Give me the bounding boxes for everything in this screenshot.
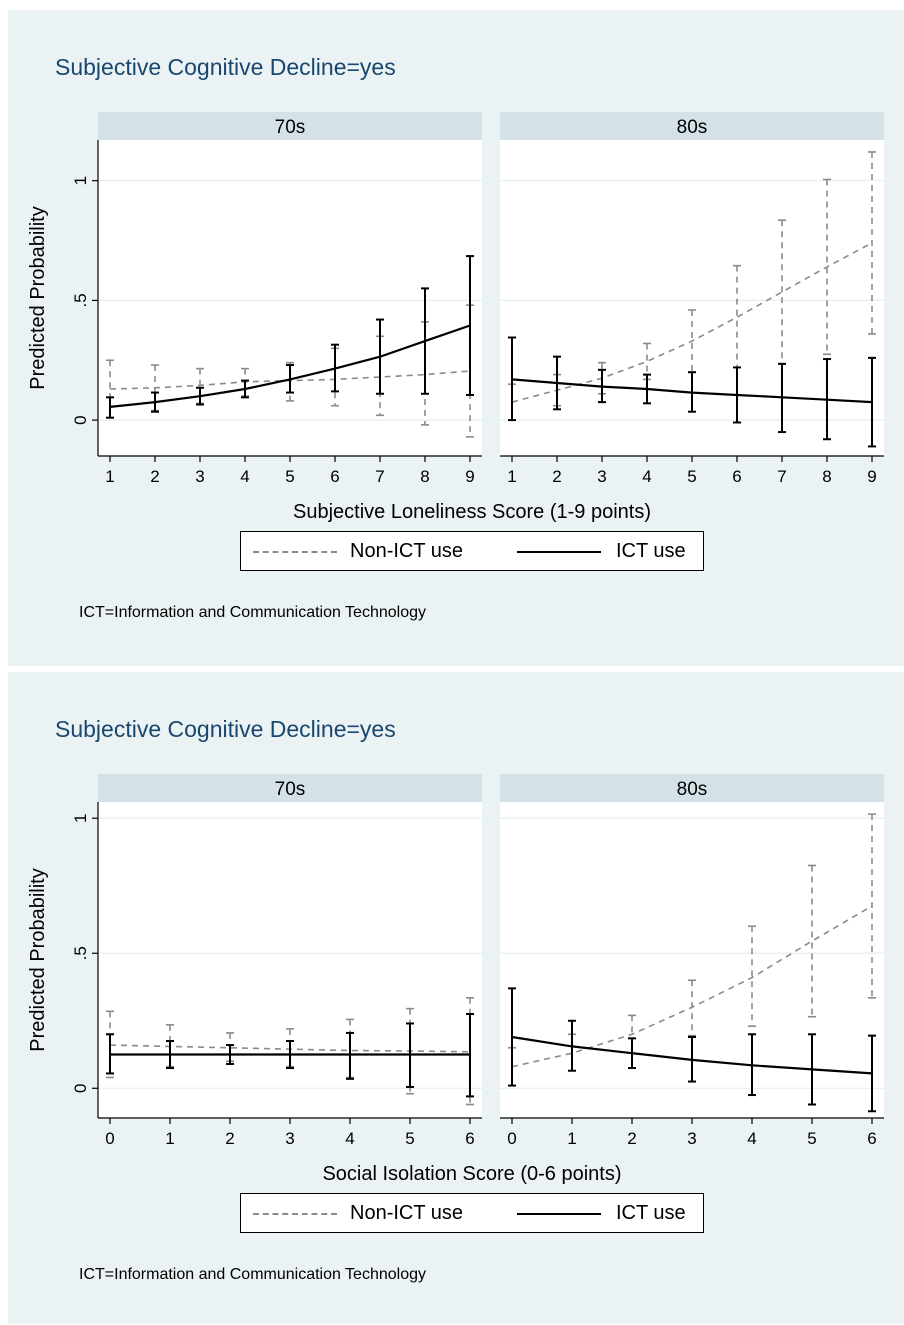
panel-80s-x-tick-label: 0: [507, 1129, 516, 1148]
panel-80s-x-tick-label: 2: [552, 467, 561, 486]
panel-70s-x-tick-label: 5: [405, 1129, 414, 1148]
y-tick-label: 0: [71, 1084, 90, 1093]
panel-80s-non-ict-use-line: [511, 242, 873, 403]
legend-key-ict: [517, 551, 601, 553]
legend-key-ict: [517, 1213, 601, 1215]
chart-legend: Non-ICT use ICT use: [240, 531, 704, 571]
panel-70s-strip-label: 70s: [275, 117, 306, 138]
chart-title: Subjective Cognitive Decline=yes: [55, 54, 396, 80]
panel-80s-x-tick-label: 1: [567, 1129, 576, 1148]
panel-80s-strip-label: 80s: [677, 779, 708, 800]
panel-70s-x-tick-label: 9: [465, 467, 474, 486]
panel-80s-x-tick-label: 4: [747, 1129, 756, 1148]
panel-80s-x-tick-label: 8: [822, 467, 831, 486]
x-axis-title: Social Isolation Score (0-6 points): [322, 1163, 621, 1185]
panel-80s-strip: [500, 774, 884, 802]
y-tick-label: 1: [71, 813, 90, 822]
chart-plot-area: Predicted Probability Subjective Loneline…: [27, 112, 884, 523]
panel-70s-x-tick-label: 3: [195, 467, 204, 486]
panel-80s-strip-label: 80s: [677, 117, 708, 138]
panel-70s-x-tick-label: 6: [465, 1129, 474, 1148]
y-tick-label: 1: [71, 176, 90, 185]
chart-plot-area: Predicted Probability Social Isolation Sc…: [27, 774, 884, 1185]
panel-80s-x-tick-label: 5: [807, 1129, 816, 1148]
panel-70s-strip-label: 70s: [275, 779, 306, 800]
panel-70s-background: [98, 802, 482, 1118]
panel-70s-x-tick-label: 0: [105, 1129, 114, 1148]
panel-70s-x-tick-label: 6: [330, 467, 339, 486]
y-tick-label: .5: [71, 946, 90, 960]
panel-80s-x-tick-label: 2: [627, 1129, 636, 1148]
y-axis-title: Predicted Probability: [27, 868, 49, 1051]
panel-70s-background: [98, 140, 482, 456]
panel-80s-x-tick-label: 6: [867, 1129, 876, 1148]
panel-70s-x-tick-label: 5: [285, 467, 294, 486]
legend-label-non-ict: Non-ICT use: [350, 540, 464, 562]
y-axis-title: Predicted Probability: [27, 206, 49, 389]
panel-80s-ict-use-line: [511, 1035, 873, 1075]
panel-80s-x-tick-label: 3: [597, 467, 606, 486]
figure-social-isolation: Subjective Cognitive Decline=yes Predict…: [8, 672, 904, 1324]
panel-70s-x-tick-label: 7: [375, 467, 384, 486]
legend-label-ict: ICT use: [616, 540, 686, 562]
chart-note: ICT=Information and Communication Techno…: [79, 1266, 426, 1283]
panel-80s-x-tick-label: 3: [687, 1129, 696, 1148]
panel-70s-x-tick-label: 3: [285, 1129, 294, 1148]
panel-80s-x-tick-label: 5: [687, 467, 696, 486]
panel-70s-x-tick-label: 1: [105, 467, 114, 486]
panel-80s-x-tick-label: 6: [732, 467, 741, 486]
panel-70s-x-tick-label: 4: [240, 467, 249, 486]
panel-70s-ict-use-line: [109, 324, 471, 408]
x-axis-title: Subjective Loneliness Score (1-9 points): [293, 501, 651, 523]
panel-70s-strip: [98, 774, 482, 802]
panel-80s-x-tick-label: 7: [777, 467, 786, 486]
legend-key-non-ict: [253, 1213, 337, 1215]
figure-loneliness: Subjective Cognitive Decline=yes Predict…: [8, 10, 904, 666]
y-tick-label: 0: [71, 415, 90, 424]
panel-80s-ict-use-line: [511, 378, 873, 404]
panel-80s-x-tick-label: 1: [507, 467, 516, 486]
legend-key-non-ict: [253, 551, 337, 553]
panel-70s-x-tick-label: 4: [345, 1129, 354, 1148]
panel-80s-non-ict-use-line: [511, 905, 873, 1068]
panel-70s-x-tick-label: 2: [225, 1129, 234, 1148]
chart-title: Subjective Cognitive Decline=yes: [55, 716, 396, 742]
panel-70s-x-tick-label: 2: [150, 467, 159, 486]
panel-80s-strip: [500, 112, 884, 140]
y-tick-label: .5: [71, 293, 90, 307]
panel-80s-x-tick-label: 4: [642, 467, 651, 486]
legend-label-ict: ICT use: [616, 1202, 686, 1224]
chart-note: ICT=Information and Communication Techno…: [79, 604, 426, 621]
panel-80s-x-tick-label: 9: [867, 467, 876, 486]
chart-legend: Non-ICT use ICT use: [240, 1193, 704, 1233]
legend-label-non-ict: Non-ICT use: [350, 1202, 464, 1224]
panel-70s-x-tick-label: 1: [165, 1129, 174, 1148]
panel-70s-strip: [98, 112, 482, 140]
panel-70s-x-tick-label: 8: [420, 467, 429, 486]
